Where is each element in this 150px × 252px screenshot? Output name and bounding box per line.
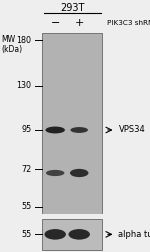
Text: 55: 55 (21, 230, 32, 239)
Text: +: + (75, 18, 84, 28)
Ellipse shape (68, 229, 90, 240)
Bar (42, 219, 102, 250)
Ellipse shape (70, 169, 88, 177)
Text: 130: 130 (16, 81, 32, 90)
Text: alpha tubulin: alpha tubulin (118, 230, 150, 239)
Ellipse shape (46, 170, 64, 176)
Text: MW
(kDa): MW (kDa) (2, 35, 23, 54)
Ellipse shape (45, 229, 66, 240)
Ellipse shape (70, 127, 88, 133)
Bar (42, 33, 102, 214)
Text: −: − (51, 18, 60, 28)
Text: 95: 95 (21, 125, 32, 135)
Text: 180: 180 (16, 36, 32, 45)
Text: 293T: 293T (60, 3, 84, 13)
Text: VPS34: VPS34 (118, 125, 145, 135)
Text: 55: 55 (21, 202, 32, 211)
Ellipse shape (45, 127, 65, 134)
Text: 72: 72 (21, 165, 32, 174)
Text: PIK3C3 shRNA: PIK3C3 shRNA (106, 20, 150, 26)
